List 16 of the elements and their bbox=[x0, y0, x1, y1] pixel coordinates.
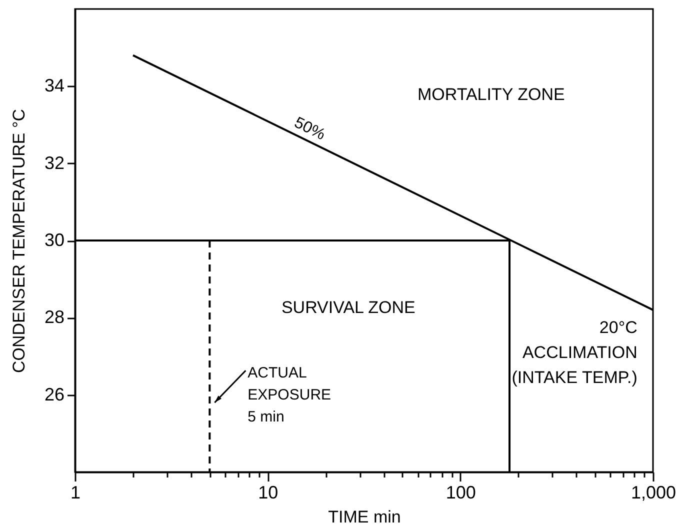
x-tick-label: 10 bbox=[258, 482, 278, 502]
y-tick-label: 28 bbox=[44, 307, 64, 328]
x-tick-label: 100 bbox=[446, 482, 476, 502]
x-tick-label: 1,000 bbox=[630, 482, 676, 502]
x-tick-label: 1 bbox=[70, 482, 81, 502]
annotation: SURVIVAL ZONE bbox=[281, 298, 416, 318]
text: 50% bbox=[292, 114, 328, 144]
y-axis-title: CONDENSER TEMPERATURE °C bbox=[9, 108, 28, 374]
y-tick-label: 26 bbox=[44, 384, 64, 404]
y-tick-label: 30 bbox=[44, 230, 64, 250]
annotation: 20°C ACCLIMATION (INTAKE TEMP.) bbox=[512, 318, 638, 388]
annotation: ACTUAL EXPOSURE 5 min bbox=[248, 364, 332, 426]
y-tick-label: 34 bbox=[44, 76, 64, 96]
annotation: MORTALITY ZONE bbox=[417, 85, 565, 104]
x-axis-title: TIME min bbox=[328, 508, 401, 526]
y-tick-label: 32 bbox=[44, 152, 64, 173]
